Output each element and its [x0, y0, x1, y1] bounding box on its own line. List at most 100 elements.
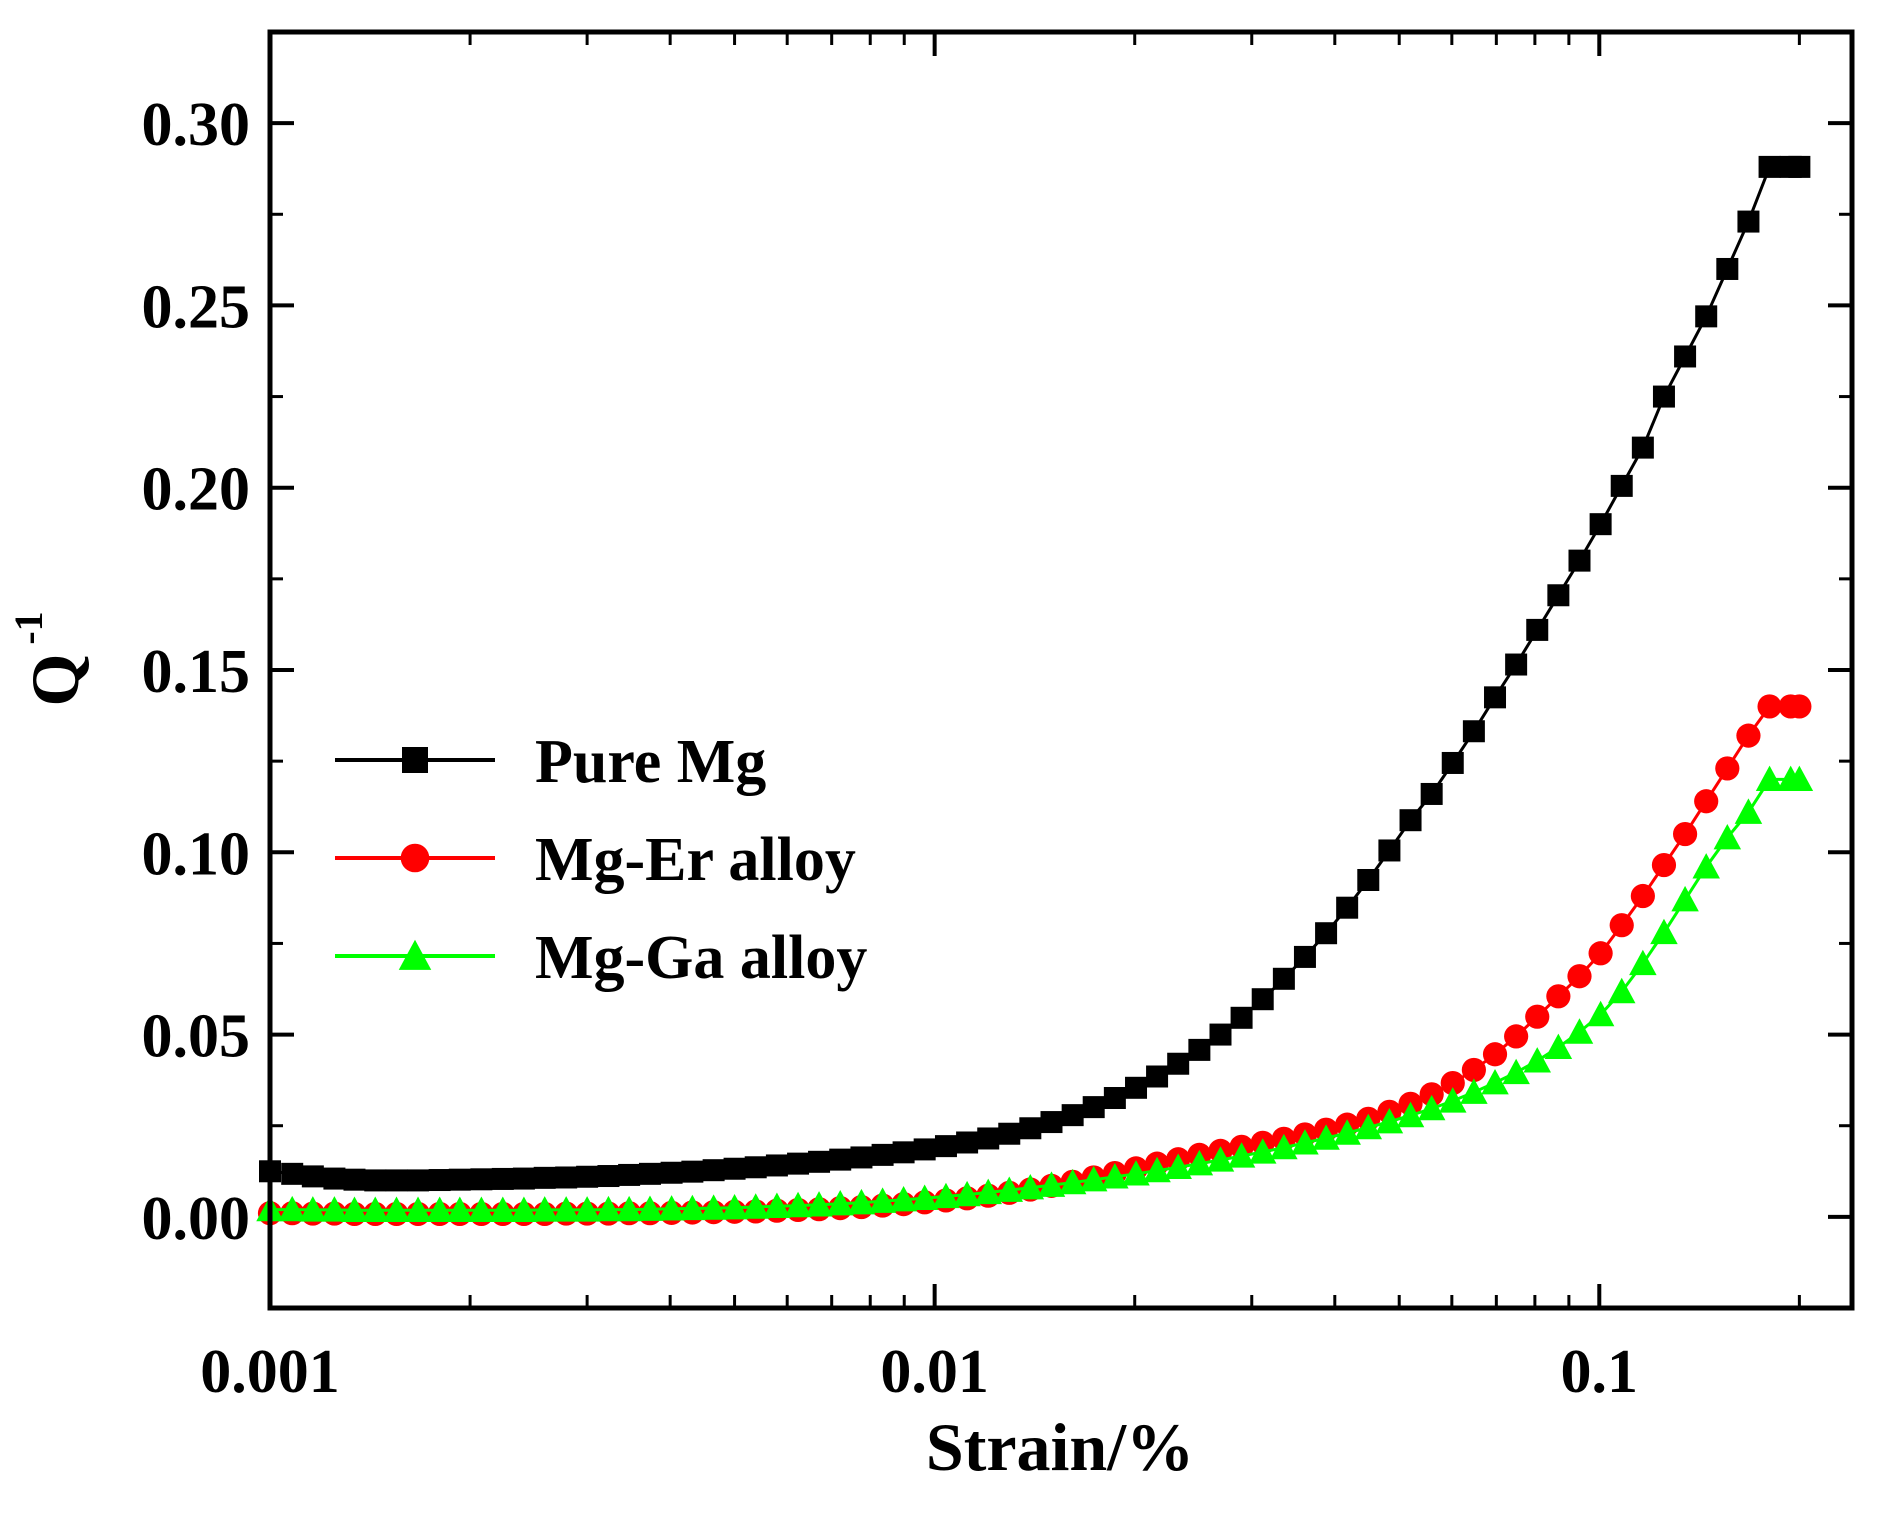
- x-tick-label: 0.1: [1561, 1338, 1639, 1406]
- data-point-pure-mg: [808, 1150, 831, 1173]
- data-point-mg-ga-alloy: [720, 1193, 749, 1220]
- legend-label-mg-er-alloy: Mg-Er alloy: [535, 826, 856, 894]
- data-point-mg-er-alloy: [1630, 883, 1655, 909]
- data-point-mg-ga-alloy: [1291, 1129, 1319, 1155]
- data-point-mg-ga-alloy: [1544, 1033, 1573, 1060]
- data-point-pure-mg: [1230, 1006, 1253, 1029]
- data-point-mg-ga-alloy: [1058, 1168, 1087, 1195]
- data-point-pure-mg: [618, 1163, 641, 1186]
- data-point-mg-ga-alloy: [1227, 1142, 1256, 1168]
- data-point-mg-ga-alloy: [1375, 1107, 1404, 1134]
- data-point-pure-mg: [597, 1165, 620, 1188]
- data-point-mg-ga-alloy: [382, 1196, 411, 1222]
- data-point-pure-mg: [1357, 868, 1380, 891]
- data-point-pure-mg: [998, 1122, 1021, 1145]
- data-point-mg-ga-alloy: [425, 1196, 454, 1222]
- data-point-pure-mg: [681, 1160, 704, 1183]
- data-point-mg-ga-alloy: [1785, 765, 1814, 792]
- y-tick-label: 0.05: [142, 1003, 251, 1071]
- data-point-mg-ga-alloy: [763, 1192, 791, 1218]
- data-point-mg-ga-alloy: [1396, 1101, 1425, 1128]
- data-point-pure-mg: [1251, 988, 1274, 1011]
- data-point-mg-ga-alloy: [1079, 1165, 1108, 1192]
- data-point-mg-ga-alloy: [868, 1187, 897, 1213]
- data-point-mg-ga-alloy: [467, 1196, 496, 1222]
- data-point-pure-mg: [1420, 782, 1443, 805]
- data-point-mg-ga-alloy: [932, 1182, 960, 1209]
- data-point-pure-mg: [448, 1168, 471, 1191]
- data-point-mg-ga-alloy: [361, 1196, 390, 1222]
- data-point-mg-ga-alloy: [847, 1188, 876, 1215]
- data-point-mg-ga-alloy: [1270, 1133, 1298, 1160]
- data-point-mg-ga-alloy: [1185, 1149, 1214, 1176]
- x-tick-label: 0.001: [200, 1338, 340, 1406]
- data-point-mg-ga-alloy: [299, 1196, 327, 1222]
- data-point-pure-mg: [1788, 155, 1811, 178]
- data-point-pure-mg: [871, 1143, 894, 1166]
- data-point-pure-mg: [1484, 686, 1507, 709]
- data-point-pure-mg: [281, 1162, 304, 1185]
- data-point-pure-mg: [1674, 345, 1697, 368]
- data-point-mg-ga-alloy: [1481, 1068, 1509, 1095]
- data-point-pure-mg: [470, 1168, 493, 1191]
- data-point-pure-mg: [1293, 945, 1316, 968]
- data-point-pure-mg: [1547, 584, 1570, 607]
- data-point-mg-ga-alloy: [678, 1194, 707, 1221]
- data-point-pure-mg: [1336, 896, 1359, 919]
- plot-area: [270, 32, 1852, 1308]
- data-point-pure-mg: [1610, 474, 1633, 497]
- legend: Pure Mg Mg-Er alloy Mg-Ga alloy: [335, 728, 867, 992]
- data-point-mg-ga-alloy: [446, 1196, 474, 1222]
- legend-label-mg-ga-alloy: Mg-Ga alloy: [535, 924, 867, 992]
- data-point-mg-er-alloy: [1525, 1004, 1550, 1029]
- data-point-mg-ga-alloy: [1439, 1087, 1467, 1113]
- data-point-mg-ga-alloy: [889, 1185, 918, 1212]
- data-point-pure-mg: [576, 1165, 599, 1188]
- plot-background: [270, 32, 1852, 1308]
- data-point-mg-ga-alloy: [594, 1195, 623, 1222]
- data-point-pure-mg: [829, 1148, 852, 1171]
- data-point-mg-ga-alloy: [974, 1178, 1002, 1205]
- plot-frame: [267, 29, 1855, 1311]
- data-point-mg-ga-alloy: [910, 1184, 939, 1210]
- data-point-mg-ga-alloy: [1650, 918, 1678, 945]
- x-axis-title: Strain/%: [926, 1409, 1194, 1485]
- data-point-mg-ga-alloy: [340, 1196, 369, 1222]
- data-point-pure-mg: [323, 1167, 346, 1190]
- data-point-mg-er-alloy: [1736, 723, 1761, 748]
- data-point-mg-ga-alloy: [1460, 1078, 1488, 1104]
- data-point-pure-mg: [638, 1162, 661, 1185]
- major-ticks: [268, 32, 1852, 1308]
- y-tick-label: 0.00: [142, 1185, 251, 1253]
- y-tick-label: 0.10: [142, 820, 251, 888]
- data-point-pure-mg: [1378, 839, 1401, 862]
- data-point-pure-mg: [934, 1135, 957, 1158]
- data-point-mg-ga-alloy: [1523, 1047, 1552, 1073]
- data-point-mg-ga-alloy: [489, 1196, 517, 1222]
- data-point-mg-ga-alloy: [699, 1194, 728, 1220]
- data-point-mg-er-alloy: [1567, 964, 1592, 989]
- data-point-pure-mg: [364, 1169, 387, 1192]
- data-point-pure-mg: [850, 1146, 873, 1169]
- data-point-mg-ga-alloy: [404, 1196, 432, 1222]
- data-point-mg-er-alloy: [1787, 694, 1812, 719]
- data-point-pure-mg: [1589, 513, 1612, 536]
- data-point-mg-ga-alloy: [1565, 1018, 1594, 1044]
- series-pure-mg: [259, 155, 1811, 1192]
- data-point-pure-mg: [407, 1169, 430, 1192]
- data-point-mg-ga-alloy: [510, 1196, 538, 1222]
- y-tick-label: 0.20: [142, 456, 251, 524]
- data-point-mg-ga-alloy: [1713, 823, 1742, 850]
- data-point-mg-ga-alloy: [1586, 1000, 1615, 1027]
- data-point-mg-ga-alloy: [1607, 977, 1636, 1004]
- data-point-pure-mg: [765, 1154, 788, 1177]
- data-point-mg-ga-alloy: [1417, 1094, 1446, 1121]
- data-point-pure-mg: [1146, 1065, 1169, 1088]
- y-tick-label: 0.15: [142, 638, 251, 706]
- data-point-pure-mg: [428, 1169, 451, 1192]
- data-point-mg-ga-alloy: [826, 1189, 854, 1216]
- data-point-mg-ga-alloy: [1143, 1156, 1171, 1183]
- data-point-pure-mg: [1652, 385, 1675, 408]
